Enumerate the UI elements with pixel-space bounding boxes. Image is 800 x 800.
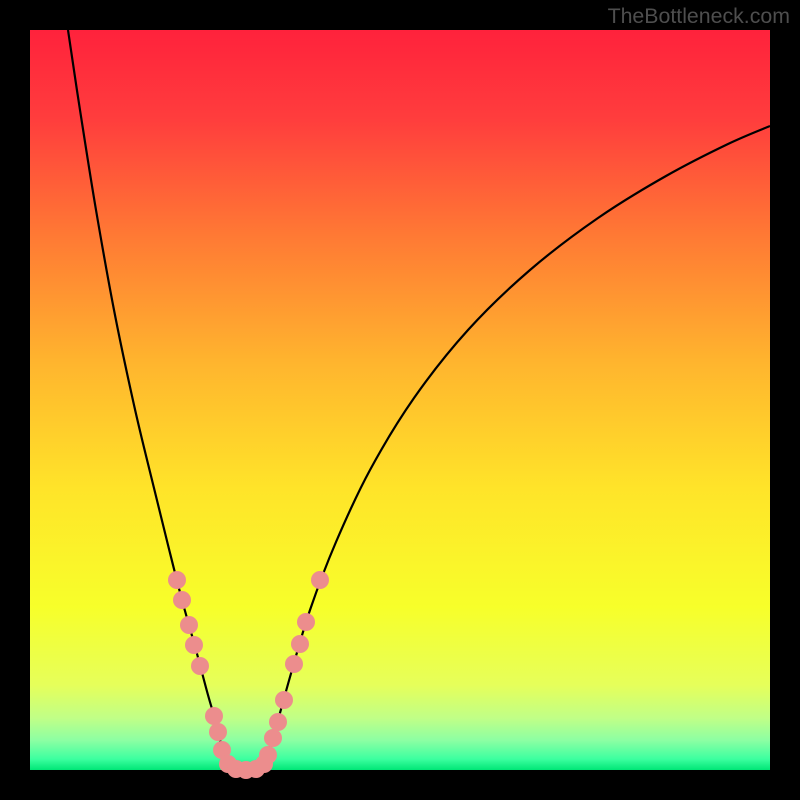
data-marker — [291, 635, 309, 653]
data-marker — [259, 746, 277, 764]
data-marker — [173, 591, 191, 609]
data-marker — [285, 655, 303, 673]
data-marker — [180, 616, 198, 634]
curve-layer — [0, 0, 800, 800]
data-marker — [209, 723, 227, 741]
watermark-text: TheBottleneck.com — [608, 4, 790, 29]
data-marker — [297, 613, 315, 631]
data-marker — [191, 657, 209, 675]
bottleneck-curve — [68, 30, 770, 770]
data-marker — [168, 571, 186, 589]
data-marker — [311, 571, 329, 589]
data-marker — [185, 636, 203, 654]
data-marker — [269, 713, 287, 731]
data-marker — [205, 707, 223, 725]
data-marker — [264, 729, 282, 747]
data-marker — [275, 691, 293, 709]
